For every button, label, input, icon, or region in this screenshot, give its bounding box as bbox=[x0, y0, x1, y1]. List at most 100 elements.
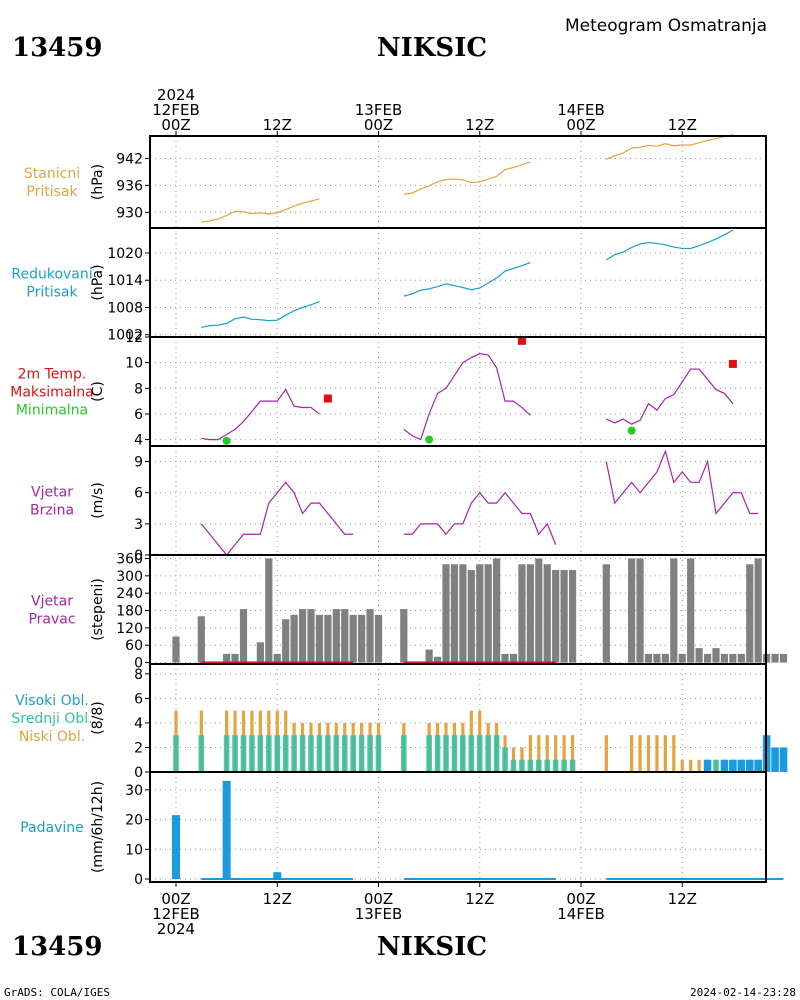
low-cloud-bar bbox=[680, 759, 684, 772]
y-tick-label: 30 bbox=[125, 783, 143, 799]
wind-direction-bar bbox=[771, 653, 779, 663]
panel-vjetar_brzina: 0 3 6 9 Vjetar Brzina (m/s) bbox=[30, 445, 767, 564]
mid-cloud-bar bbox=[232, 735, 238, 772]
y-tick-label: 180 bbox=[116, 604, 143, 620]
mid-cloud-bar bbox=[519, 759, 525, 772]
y-tick-label: 8 bbox=[134, 667, 143, 683]
mid-cloud-bar bbox=[527, 759, 534, 772]
precip-bar bbox=[222, 780, 231, 880]
mid-cloud-bar bbox=[316, 735, 323, 772]
series-line bbox=[606, 229, 734, 261]
wind-direction-bar bbox=[653, 653, 661, 663]
wind-direction-bar bbox=[231, 653, 239, 663]
mid-cloud-bar bbox=[249, 735, 255, 772]
y-tick-label: 0 bbox=[134, 872, 143, 888]
mid-cloud-bar bbox=[325, 735, 331, 772]
wind-direction-bar bbox=[324, 614, 332, 663]
high-cloud-bar bbox=[754, 759, 762, 772]
panel-frame bbox=[149, 336, 767, 447]
mid-cloud-bar bbox=[451, 735, 458, 772]
wind-direction-bar bbox=[678, 653, 686, 663]
credit-text: GrADS: COLA/IGES bbox=[4, 986, 110, 999]
wind-direction-bar bbox=[467, 570, 475, 663]
high-cloud-bar bbox=[703, 759, 712, 772]
min-temp-marker bbox=[425, 435, 434, 444]
y-tick-label: 9 bbox=[134, 455, 143, 471]
low-cloud-bar bbox=[697, 759, 701, 772]
y-tick-label: 2 bbox=[134, 740, 143, 756]
panel-label: Stanicni bbox=[24, 166, 80, 182]
y-tick-label: 10 bbox=[125, 842, 143, 858]
wind-direction-bar bbox=[307, 609, 315, 663]
low-cloud-bar bbox=[689, 759, 693, 772]
low-cloud-bar bbox=[646, 735, 651, 772]
y-tick-label: 120 bbox=[116, 621, 143, 637]
bottom-time-label: 14FEB bbox=[557, 905, 604, 923]
mid-cloud-bar bbox=[375, 735, 382, 772]
high-cloud-bar bbox=[745, 759, 754, 772]
bottom-time-label: 2024 bbox=[157, 920, 195, 938]
y-tick-label: 0 bbox=[134, 656, 143, 672]
wind-direction-bar bbox=[509, 653, 518, 663]
series-line bbox=[201, 198, 320, 223]
wind-direction-bar bbox=[560, 570, 568, 663]
wind-direction-bar bbox=[712, 648, 720, 663]
panel-label: 2m Temp. bbox=[18, 367, 87, 383]
wind-direction-bar bbox=[459, 564, 467, 663]
mid-cloud-bar bbox=[282, 735, 289, 772]
panel-label: Pravac bbox=[28, 612, 75, 628]
mid-cloud-bar bbox=[434, 735, 441, 772]
wind-direction-bar bbox=[526, 564, 534, 663]
y-tick-label: 1002 bbox=[107, 328, 143, 344]
top-time-label: 12FEB bbox=[152, 101, 199, 119]
y-tick-label: 240 bbox=[116, 586, 143, 602]
wind-direction-bar bbox=[341, 609, 349, 663]
mid-cloud-bar bbox=[308, 735, 314, 772]
panel-padavine: 0 10 20 30 Padavine (mm/6h/12h) bbox=[20, 771, 784, 888]
series-line bbox=[201, 388, 320, 441]
wind-direction-bar bbox=[779, 653, 788, 663]
station-id-bottom: 13459 bbox=[12, 932, 102, 962]
mid-cloud-bar bbox=[299, 735, 306, 772]
wind-direction-bar bbox=[703, 653, 712, 663]
top-time-label: 00Z bbox=[364, 116, 393, 134]
bottom-time-label: 12Z bbox=[668, 890, 697, 908]
high-cloud-bar bbox=[720, 759, 729, 772]
y-tick-label: 300 bbox=[116, 569, 143, 585]
wind-direction-bar bbox=[568, 570, 577, 663]
y-axis-unit: (mm/6h/12h) bbox=[90, 781, 106, 873]
bottom-time-label: 13FEB bbox=[355, 905, 402, 923]
series-line bbox=[403, 161, 531, 195]
bottom-time-label: 00Z bbox=[364, 890, 393, 908]
mid-cloud-bar bbox=[426, 735, 432, 772]
y-tick-label: 1020 bbox=[107, 246, 143, 262]
y-tick-label: 10 bbox=[125, 356, 143, 372]
wind-direction-bar bbox=[552, 570, 560, 663]
wind-direction-bar bbox=[442, 564, 450, 663]
panel-label: Redukovani bbox=[11, 267, 92, 283]
mid-cloud-bar bbox=[485, 735, 491, 772]
mid-cloud-bar bbox=[198, 735, 205, 772]
wind-direction-bar bbox=[602, 564, 610, 663]
panel-label: Vjetar bbox=[31, 485, 73, 501]
wind-direction-bar bbox=[366, 609, 374, 663]
panel-redukovani_pritisak: 1002 1008 1014 1020 Redukovani Pritisak (hPa) bbox=[11, 227, 767, 344]
series-line bbox=[403, 261, 531, 297]
max-temp-marker bbox=[323, 394, 332, 403]
series-line bbox=[403, 491, 557, 545]
wind-direction-bar bbox=[239, 609, 248, 663]
panel-label: Padavine bbox=[20, 820, 84, 836]
high-cloud-bar bbox=[737, 759, 746, 772]
max-temp-marker bbox=[728, 359, 737, 368]
y-tick-label: 1014 bbox=[107, 273, 143, 289]
series-line bbox=[403, 353, 531, 441]
min-temp-marker bbox=[222, 436, 231, 445]
wind-direction-bar bbox=[450, 564, 459, 663]
wind-direction-bar bbox=[298, 609, 307, 663]
mid-cloud-bar bbox=[561, 759, 567, 772]
precip-bar bbox=[172, 815, 180, 880]
bottom-time-label: 12Z bbox=[465, 890, 494, 908]
min-temp-marker bbox=[627, 426, 636, 435]
mid-cloud-bar bbox=[493, 735, 500, 772]
